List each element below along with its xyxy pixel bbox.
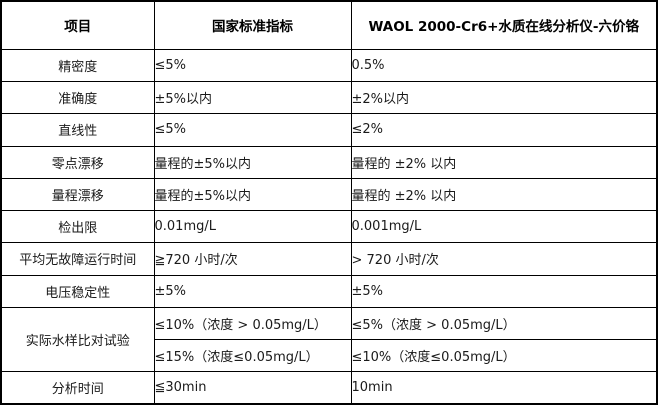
standard-cell: ≦30min xyxy=(153,371,352,405)
product-cell: 量程的 ±2% 以内 xyxy=(350,145,658,179)
standard-cell: 量程的±5%以内 xyxy=(153,145,352,179)
standard-cell: ≤15%（浓度≤0.05mg/L） xyxy=(153,338,352,373)
header-item: 项目 xyxy=(0,0,155,50)
product-cell: > 720 小时/次 xyxy=(350,242,658,276)
header-standard: 国家标准指标 xyxy=(153,0,352,50)
standard-cell: 量程的±5%以内 xyxy=(153,177,352,212)
item-cell: 零点漂移 xyxy=(0,145,155,179)
product-cell: 0.001mg/L xyxy=(350,210,658,244)
item-cell: 直线性 xyxy=(0,113,155,147)
standard-cell: 0.01mg/L xyxy=(153,210,352,244)
standard-cell: ≤10%（浓度 > 0.05mg/L） xyxy=(153,306,352,340)
item-cell: 实际水样比对试验 xyxy=(0,306,155,373)
standard-cell: ≤5% xyxy=(153,48,352,83)
table-row: 检出限 0.01mg/L 0.001mg/L xyxy=(0,210,658,244)
product-cell: ≤2% xyxy=(350,113,658,147)
item-cell: 检出限 xyxy=(0,210,155,244)
table-row: 准确度 ±5%以内 ±2%以内 xyxy=(0,81,658,115)
product-cell: 10min xyxy=(350,371,658,405)
table-row: 实际水样比对试验 ≤10%（浓度 > 0.05mg/L） ≤5%（浓度 > 0.… xyxy=(0,306,658,373)
table-row: ≤15%（浓度≤0.05mg/L） ≤10%（浓度≤0.05mg/L） xyxy=(1,338,658,373)
table-row: 精密度 ≤5% 0.5% xyxy=(0,48,658,83)
standard-cell: ±5% xyxy=(153,274,352,308)
product-cell: 0.5% xyxy=(350,48,658,83)
item-cell: 量程漂移 xyxy=(0,177,155,212)
table-row: 直线性 ≤5% ≤2% xyxy=(0,113,658,147)
standard-cell: ≧720 小时/次 xyxy=(153,242,352,276)
product-cell: 量程的 ±2% 以内 xyxy=(350,177,658,212)
product-cell: ±2%以内 xyxy=(350,81,658,115)
table-row: 平均无故障运行时间 ≧720 小时/次 > 720 小时/次 xyxy=(0,242,658,276)
header-product: WAOL 2000-Cr6+水质在线分析仪-六价铬 xyxy=(350,0,658,50)
table-row: 分析时间 ≦30min 10min xyxy=(0,371,658,405)
table-row: 量程漂移 量程的±5%以内 量程的 ±2% 以内 xyxy=(0,177,658,212)
table-header-row: 项目 国家标准指标 WAOL 2000-Cr6+水质在线分析仪-六价铬 xyxy=(0,0,658,50)
item-cell: 平均无故障运行时间 xyxy=(0,242,155,276)
product-cell: ≤5%（浓度 > 0.05mg/L） xyxy=(350,306,658,340)
item-cell: 准确度 xyxy=(0,81,155,115)
product-cell: ±5% xyxy=(350,274,658,308)
table-row: 电压稳定性 ±5% ±5% xyxy=(0,274,658,308)
table-row: 零点漂移 量程的±5%以内 量程的 ±2% 以内 xyxy=(0,145,658,179)
standard-cell: ±5%以内 xyxy=(153,81,352,115)
item-cell: 电压稳定性 xyxy=(0,274,155,308)
item-cell: 分析时间 xyxy=(0,371,155,405)
item-cell: 精密度 xyxy=(0,48,155,83)
product-cell: ≤10%（浓度≤0.05mg/L） xyxy=(350,338,658,373)
standard-cell: ≤5% xyxy=(153,113,352,147)
